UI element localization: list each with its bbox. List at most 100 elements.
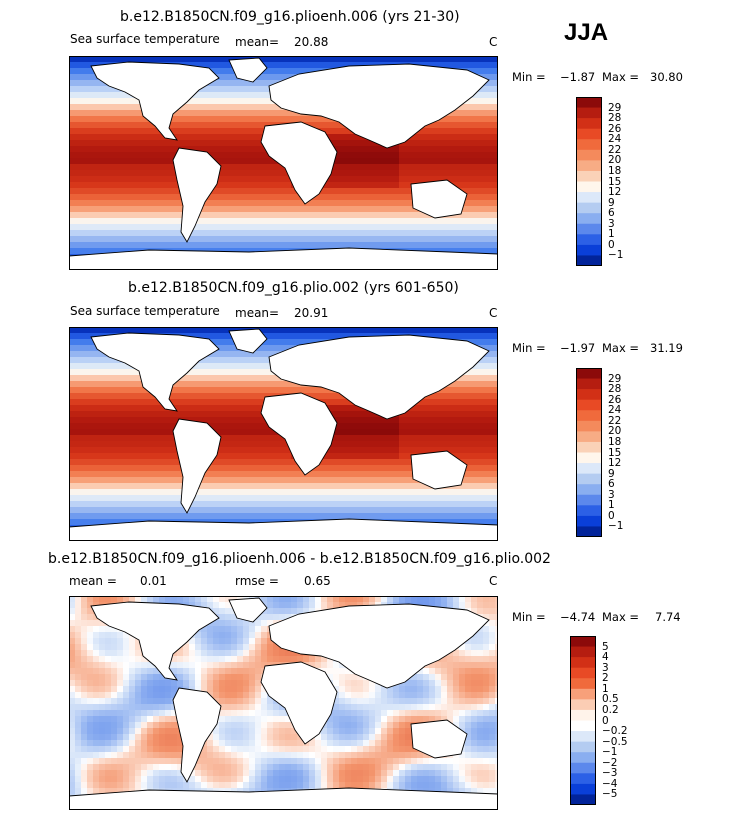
colorbar-tick-label: 29	[608, 372, 622, 385]
land-mass	[90, 332, 220, 412]
colorbar-tick-label: −3	[602, 767, 618, 780]
colorbar-box	[570, 720, 596, 732]
colorbar-box	[570, 741, 596, 753]
colorbar-tick-label: 0	[608, 509, 615, 522]
colorbar-box	[576, 160, 602, 172]
land-mass	[410, 450, 468, 490]
colorbar-box	[570, 678, 596, 690]
colorbar-box	[576, 234, 602, 246]
panel3-title: b.e12.B1850CN.f09_g16.plioenh.006 - b.e1…	[48, 551, 551, 567]
colorbar-box	[570, 636, 596, 648]
season-label: JJA	[564, 19, 609, 46]
panel2-min-label: Min =	[512, 341, 546, 355]
colorbar-box	[576, 526, 602, 537]
panel1-max-value: 30.80	[650, 70, 683, 84]
land-mass	[410, 719, 468, 759]
colorbar-tick-label: −1	[608, 249, 624, 262]
colorbar-tick-label: 6	[608, 207, 615, 220]
panel3-map	[69, 596, 498, 810]
colorbar-tick-label: 15	[608, 175, 622, 188]
colorbar-tick-label: 5	[602, 640, 609, 653]
colorbar-tick-label: 1	[608, 499, 615, 512]
colorbar-tick-label: 22	[608, 414, 622, 427]
colorbar-box	[576, 515, 602, 527]
colorbar-tick-label: 26	[608, 122, 622, 135]
colorbar-box	[576, 202, 602, 214]
land-mass	[268, 334, 490, 420]
panel2-units: C	[489, 306, 498, 320]
panel2-mean-label: mean=	[235, 306, 280, 320]
colorbar-tick-label: 0	[602, 714, 609, 727]
colorbar-tick-label: 2	[602, 672, 609, 685]
panel3-mean-label: mean =	[69, 574, 117, 588]
colorbar-box	[570, 794, 596, 805]
colorbar-tick-label: 3	[602, 661, 609, 674]
land-mass	[268, 603, 490, 689]
land-mass	[228, 328, 268, 354]
colorbar-tick-label: 22	[608, 143, 622, 156]
panel1-variable-label: Sea surface temperature	[70, 32, 220, 46]
colorbar-box	[576, 463, 602, 475]
colorbar-box	[576, 505, 602, 517]
colorbar-tick-label: 15	[608, 446, 622, 459]
colorbar-box	[576, 441, 602, 453]
colorbar-box	[576, 118, 602, 130]
colorbar-box	[576, 452, 602, 464]
colorbar-tick-label: 0.5	[602, 693, 619, 706]
colorbar-tick-label: 9	[608, 467, 615, 480]
land-mass	[410, 179, 468, 219]
colorbar-tick-label: −2	[602, 756, 618, 769]
land-mass	[260, 121, 338, 205]
colorbar-tick-label: 0.2	[602, 703, 619, 716]
colorbar-tick-label: 28	[608, 112, 622, 125]
colorbar-tick-label: 20	[608, 425, 622, 438]
land-mass	[90, 601, 220, 681]
land-mass	[172, 687, 222, 783]
colorbar-box	[576, 192, 602, 204]
panel3-units: C	[489, 574, 498, 588]
colorbar-tick-label: 0	[608, 238, 615, 251]
colorbar-tick-label: −1	[602, 746, 618, 759]
colorbar-box	[570, 646, 596, 658]
panel2-mean-value: 20.91	[294, 306, 329, 320]
colorbar-box	[576, 420, 602, 432]
map-frame	[69, 596, 498, 810]
colorbar-tick-label: −1	[608, 520, 624, 533]
colorbar-box	[576, 170, 602, 182]
panel2-min-value: −1.97	[560, 341, 596, 355]
colorbar-tick-label: 20	[608, 154, 622, 167]
panel3-min-label: Min =	[512, 610, 546, 624]
colorbar-tick-label: 18	[608, 164, 622, 177]
colorbar-box	[576, 410, 602, 422]
panel1-colorbar	[576, 97, 602, 266]
colorbar-box	[576, 149, 602, 161]
panel3-min-value: −4.74	[560, 610, 596, 624]
colorbar-box	[576, 223, 602, 235]
panel1-title: b.e12.B1850CN.f09_g16.plioenh.006 (yrs 2…	[120, 9, 460, 25]
colorbar-tick-label: 12	[608, 457, 622, 470]
colorbar-box	[570, 783, 596, 795]
colorbar-box	[570, 752, 596, 764]
colorbar-tick-label: 9	[608, 196, 615, 209]
panel3-rmse-label: rmse =	[235, 574, 279, 588]
colorbar-box	[576, 389, 602, 401]
panel1-colorbar-labels: 29 28 26 24 22 20 18 15 12 9 6 3 1 0 −1	[608, 97, 648, 266]
colorbar-box	[576, 255, 602, 266]
colorbar-tick-label: 12	[608, 186, 622, 199]
colorbar-box	[570, 657, 596, 669]
colorbar-tick-label: −0.2	[602, 725, 628, 738]
land-mass	[90, 61, 220, 141]
land-mass	[172, 418, 222, 514]
panel1-min-label: Min =	[512, 70, 546, 84]
colorbar-tick-label: 29	[608, 101, 622, 114]
colorbar-box	[570, 709, 596, 721]
colorbar-box	[576, 368, 602, 380]
colorbar-box	[576, 431, 602, 443]
colorbar-box	[570, 667, 596, 679]
panel3-mean-value: 0.01	[140, 574, 167, 588]
panel3-max-value: 7.74	[655, 610, 681, 624]
land-mass	[172, 147, 222, 243]
colorbar-box	[576, 244, 602, 256]
colorbar-box	[570, 688, 596, 700]
colorbar-box	[576, 139, 602, 151]
